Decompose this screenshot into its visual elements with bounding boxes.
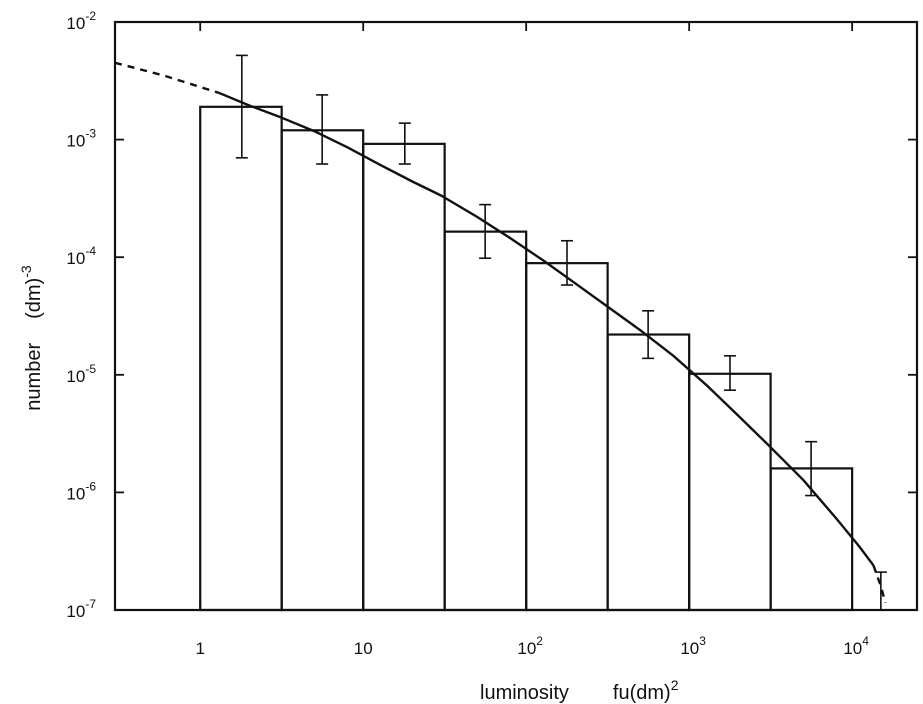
x-tick-label-2: 10	[354, 639, 373, 658]
y-tick-label-2: 10-3	[66, 127, 96, 151]
histogram-bar-1	[199, 105, 283, 612]
y-tick-label-3: 10-4	[66, 244, 96, 268]
x-tick-label-5: 104	[843, 634, 869, 658]
x-axis-title: luminosity fu(dm)2	[480, 677, 679, 704]
fit-curve-extrapolation-high	[872, 564, 887, 604]
histogram-bars	[199, 105, 854, 612]
error-bar-3	[398, 122, 411, 165]
x-tick-label-1: 1	[195, 639, 204, 658]
histogram-bar-2	[280, 129, 365, 612]
y-tick-label-4: 10-5	[66, 362, 96, 386]
axis-ticks: 10-2 10-3 10-4 10-5 10-6 10-7 1 10 102 103 104	[66, 9, 917, 658]
error-bars	[235, 54, 887, 611]
error-bar-upper-limit	[874, 571, 887, 611]
fit-curve	[114, 61, 887, 604]
y-tick-label-1: 10-2	[66, 9, 96, 33]
error-bar-7	[723, 355, 736, 391]
histogram-bar-5	[525, 262, 609, 612]
plot-frame	[113, 20, 919, 612]
histogram-bar-4	[443, 230, 528, 612]
y-tick-label-6: 10-7	[66, 597, 96, 621]
y-axis-title: number(dm)-3	[18, 265, 45, 411]
fit-curve-solid	[218, 91, 875, 567]
x-tick-label-4: 103	[680, 634, 706, 658]
x-tick-label-3: 102	[517, 634, 543, 658]
fit-curve-extrapolation-low	[114, 61, 220, 94]
histogram-bar-3	[362, 142, 446, 612]
histogram-bar-6	[606, 333, 691, 612]
error-bar-2	[316, 94, 329, 165]
y-tick-label-5: 10-6	[66, 479, 96, 503]
plot-border	[113, 20, 919, 612]
error-bar-1	[235, 54, 248, 159]
error-bar-6	[642, 310, 655, 360]
error-bar-4	[479, 203, 492, 260]
